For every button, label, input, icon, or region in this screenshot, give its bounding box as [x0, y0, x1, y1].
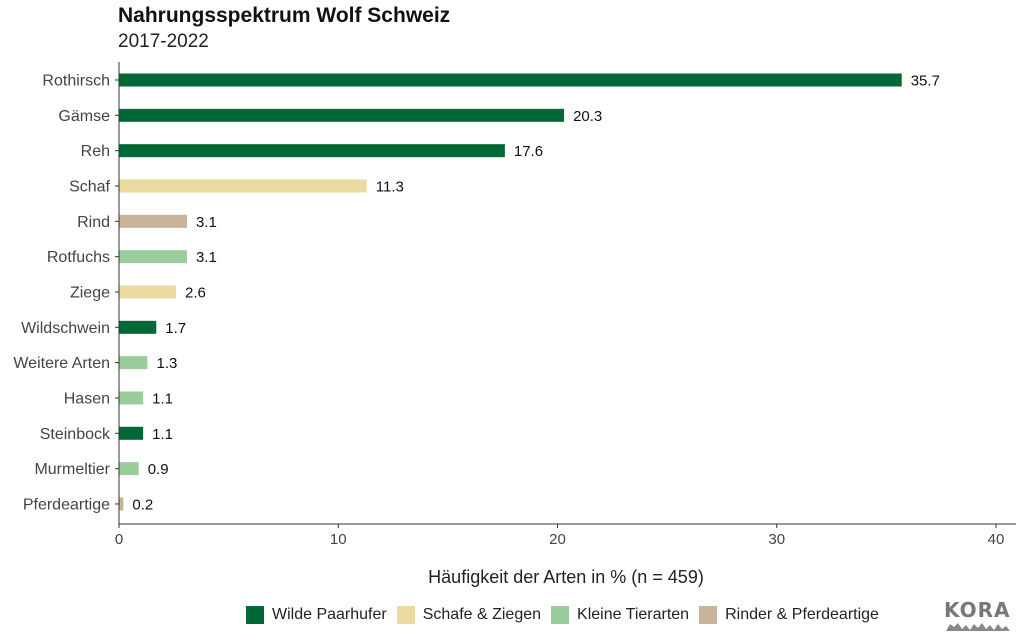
data-label: 3.1: [196, 249, 217, 266]
legend-label: Schafe & Ziegen: [422, 606, 542, 623]
data-label: 1.3: [157, 355, 178, 372]
data-label: 17.6: [514, 143, 543, 160]
legend-label: Kleine Tierarten: [577, 606, 690, 623]
bar: [119, 250, 187, 264]
x-axis-label: Häufigkeit der Arten in % (n = 459): [428, 567, 704, 587]
legend-item: Schafe & Ziegen: [396, 606, 542, 624]
chart-subtitle: 2017-2022: [118, 31, 209, 52]
data-label: 11.3: [376, 178, 404, 195]
bar: [119, 391, 144, 405]
x-tick-label: 10: [330, 531, 347, 548]
y-tick-label: Gämse: [58, 108, 110, 125]
bar-chart: Rothirsch 35.7 Gämse 20.3 Reh 17.6 Schaf 11.3 Ri…: [13, 62, 1016, 587]
legend-swatch: [699, 606, 718, 624]
bar: [119, 144, 505, 158]
chart-title: Nahrungsspektrum Wolf Schweiz: [118, 4, 451, 27]
bar: [119, 73, 902, 87]
legend-item: Kleine Tierarten: [551, 606, 689, 624]
y-tick-label: Schaf: [69, 178, 110, 195]
data-label: 3.1: [196, 214, 217, 231]
bar: [119, 497, 124, 511]
y-tick-label: Hasen: [64, 390, 110, 407]
y-tick-label: Ziege: [70, 284, 110, 301]
data-label: 1.1: [152, 426, 173, 443]
kora-logo-animals-icon: [946, 623, 1010, 631]
x-tick-label: 30: [768, 531, 785, 548]
legend-item: Wilde Paarhufer: [246, 606, 387, 624]
legend-swatch: [246, 606, 264, 624]
bars-layer: [119, 73, 902, 511]
y-tick-label: Wildschwein: [21, 320, 110, 337]
bar: [119, 462, 139, 476]
legend-label: Rinder & Pferdeartige: [725, 606, 879, 623]
data-label: 20.3: [573, 108, 602, 125]
x-tick-label: 40: [988, 531, 1005, 548]
y-tick-label: Steinbock: [40, 426, 111, 443]
y-tick-label: Rind: [77, 214, 110, 231]
data-label: 1.1: [152, 390, 173, 407]
legend-item: Rinder & Pferdeartige: [699, 606, 879, 624]
bar: [119, 214, 187, 228]
data-label: 1.7: [165, 320, 186, 337]
kora-logo: KORA: [944, 598, 1011, 622]
axis-layer: Rothirsch 35.7 Gämse 20.3 Reh 17.6 Schaf 11.3 Ri…: [13, 62, 1016, 548]
x-tick-label: 0: [115, 531, 123, 548]
legend-label: Wilde Paarhufer: [272, 606, 387, 623]
chart-legend: Wilde Paarhufer Schafe & Ziegen Kleine Tie…: [246, 606, 889, 624]
bar: [119, 320, 157, 334]
bar: [119, 108, 565, 122]
y-tick-label: Rothirsch: [42, 73, 110, 90]
y-tick-label: Reh: [81, 143, 110, 160]
y-tick-label: Pferdeartige: [23, 496, 110, 513]
data-label: 0.2: [132, 496, 153, 513]
y-tick-label: Rotfuchs: [47, 249, 110, 266]
x-tick-label: 20: [549, 531, 566, 548]
bar: [119, 179, 367, 193]
bar: [119, 285, 177, 299]
legend-swatch: [551, 606, 570, 624]
data-label: 35.7: [911, 73, 940, 90]
y-tick-label: Murmeltier: [34, 461, 110, 478]
y-tick-label: Weitere Arten: [13, 355, 110, 372]
bar: [119, 356, 148, 370]
data-label: 0.9: [148, 461, 169, 478]
bar: [119, 426, 144, 440]
legend-swatch: [396, 606, 415, 624]
data-label: 2.6: [185, 284, 206, 301]
